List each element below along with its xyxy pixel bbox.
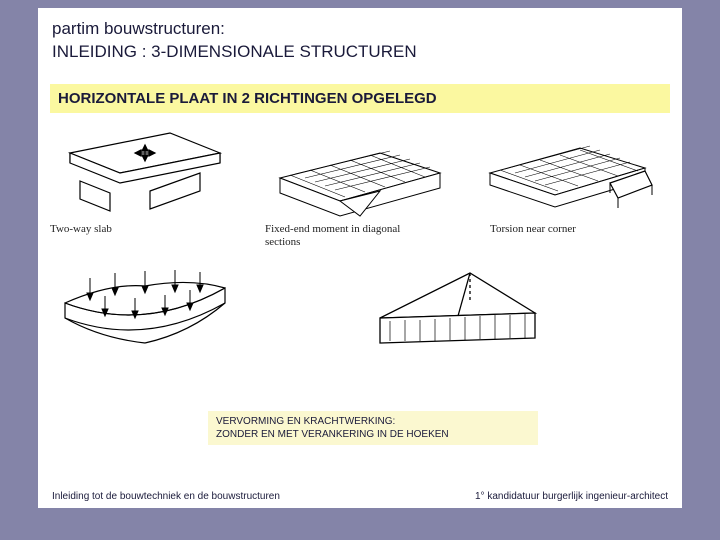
caption-torsion: Torsion near corner (490, 223, 640, 236)
footer-left: Inleiding tot de bouwtechniek en de bouw… (52, 491, 280, 502)
figure-area: Two-way slab (50, 123, 670, 403)
footer-right: 1° kandidatuur burgerlijk ingenieur-arch… (475, 491, 668, 502)
title-block: partim bouwstructuren: INLEIDING : 3-DIM… (38, 8, 682, 70)
footer: Inleiding tot de bouwtechniek en de bouw… (52, 491, 668, 502)
slide: partim bouwstructuren: INLEIDING : 3-DIM… (38, 8, 682, 508)
title-line-2: INLEIDING : 3-DIMENSIONALE STRUCTUREN (52, 41, 668, 64)
title-line-1: partim bouwstructuren: (52, 18, 668, 41)
sub-section-bar: VERVORMING EN KRACHTWERKING: ZONDER EN M… (208, 411, 538, 445)
caption-fixed-end: Fixed-end moment in diagonal sections (265, 223, 415, 248)
subbar-line-2: ZONDER EN MET VERANKERING IN DE HOEKEN (216, 428, 530, 441)
caption-two-way-slab: Two-way slab (50, 223, 112, 236)
subbar-line-1: VERVORMING EN KRACHTWERKING: (216, 415, 530, 428)
figure-triangular-wedge (360, 258, 560, 373)
section-heading-bar: HORIZONTALE PLAAT IN 2 RICHTINGEN OPGELE… (50, 84, 670, 113)
figure-deflected-slab (50, 258, 240, 373)
